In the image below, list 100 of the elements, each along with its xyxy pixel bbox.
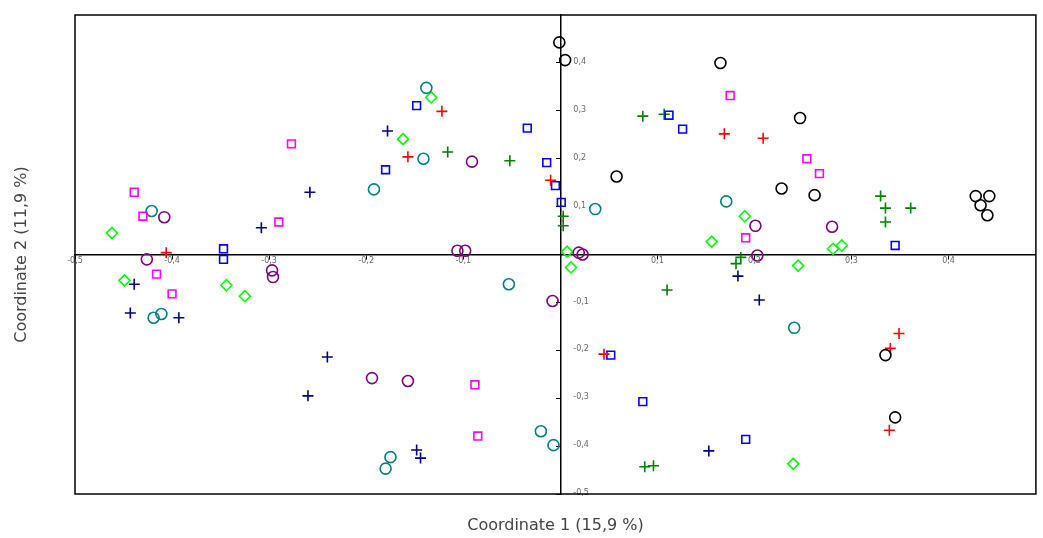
point xyxy=(274,217,284,227)
point xyxy=(657,107,671,121)
point xyxy=(835,239,849,252)
point xyxy=(756,131,770,145)
point xyxy=(365,371,379,385)
point xyxy=(424,91,438,104)
point xyxy=(417,152,430,166)
point xyxy=(303,185,317,199)
point xyxy=(435,105,449,118)
point xyxy=(749,219,762,233)
point xyxy=(401,374,415,388)
point xyxy=(473,431,483,441)
point xyxy=(576,248,589,261)
point xyxy=(729,257,743,270)
point xyxy=(155,307,168,321)
point xyxy=(638,460,652,473)
y-tick-label: 0,3 xyxy=(573,104,587,114)
point xyxy=(664,110,674,120)
point xyxy=(572,246,586,259)
point xyxy=(879,201,892,215)
point xyxy=(826,242,840,256)
point xyxy=(381,124,394,138)
point xyxy=(808,188,821,202)
point xyxy=(879,215,892,229)
point xyxy=(220,278,233,292)
y-tick-label: -0,2 xyxy=(573,344,589,354)
point xyxy=(367,183,381,196)
point xyxy=(725,90,735,101)
point xyxy=(465,155,479,168)
point xyxy=(741,434,751,445)
point xyxy=(638,396,648,407)
point xyxy=(286,139,297,149)
point xyxy=(702,444,716,458)
point xyxy=(118,274,131,287)
point xyxy=(379,462,392,475)
point xyxy=(167,289,177,299)
point xyxy=(145,204,158,218)
point xyxy=(172,311,186,325)
y-axis-title: Coordinate 2 (11,9 %) xyxy=(11,166,31,343)
point xyxy=(550,180,561,191)
point xyxy=(558,53,572,67)
x-tick-label: -0,2 xyxy=(358,255,374,265)
point xyxy=(127,277,141,291)
point xyxy=(451,244,464,258)
point xyxy=(564,261,578,274)
point xyxy=(884,342,897,355)
point xyxy=(786,457,800,471)
point xyxy=(606,350,616,360)
point xyxy=(802,154,812,164)
point xyxy=(140,253,154,266)
point xyxy=(560,245,574,258)
point xyxy=(610,170,623,183)
point xyxy=(874,189,887,203)
point xyxy=(904,201,917,215)
x-axis-title: Coordinate 1 (15,9 %) xyxy=(467,515,644,535)
point xyxy=(888,411,902,424)
y-tick-label: 0,2 xyxy=(573,152,587,162)
point xyxy=(255,221,268,235)
point xyxy=(791,259,805,272)
point xyxy=(502,277,516,291)
point xyxy=(384,450,397,464)
point xyxy=(636,109,650,123)
point xyxy=(534,424,548,438)
point xyxy=(218,254,229,265)
point xyxy=(129,187,139,197)
point xyxy=(522,123,532,133)
point xyxy=(266,270,280,284)
x-tick-label: 0,3 xyxy=(845,255,858,265)
point xyxy=(151,269,162,279)
y-tick-label: 0,4 xyxy=(573,57,587,67)
point xyxy=(793,111,807,125)
point xyxy=(124,306,137,320)
point xyxy=(981,208,994,222)
x-tick-label: 0,4 xyxy=(942,255,955,265)
point xyxy=(138,211,148,221)
point xyxy=(470,380,480,390)
point xyxy=(890,240,900,251)
y-tick-label: -0,3 xyxy=(573,392,589,402)
point xyxy=(660,283,674,297)
point xyxy=(752,293,766,307)
point xyxy=(705,235,719,248)
y-tick-label: -0,4 xyxy=(573,440,589,450)
point xyxy=(401,150,415,164)
point xyxy=(741,233,751,243)
point xyxy=(544,174,557,187)
point xyxy=(775,182,788,195)
x-tick-label: 0,1 xyxy=(651,255,664,265)
point xyxy=(265,264,279,277)
point xyxy=(556,197,566,208)
point xyxy=(380,165,391,175)
point xyxy=(677,124,688,134)
point xyxy=(147,311,160,325)
point xyxy=(983,189,996,203)
point xyxy=(719,195,733,208)
point xyxy=(420,81,433,95)
point xyxy=(158,210,171,224)
point xyxy=(588,202,602,216)
y-tick-label: 0,1 xyxy=(573,200,587,210)
x-tick-label: -0,4 xyxy=(164,255,180,265)
x-tick-label: -0,3 xyxy=(261,255,277,265)
